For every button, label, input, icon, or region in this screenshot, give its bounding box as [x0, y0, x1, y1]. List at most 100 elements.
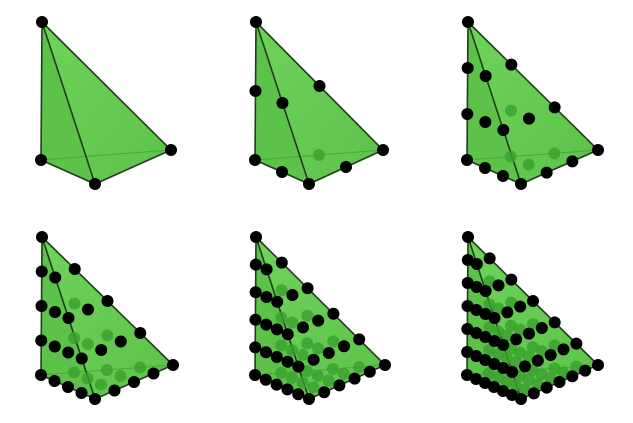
lagrange-node-interior — [548, 339, 561, 352]
tetra-edge — [466, 159, 522, 185]
lagrange-node — [515, 178, 527, 190]
lagrange-node-interior — [275, 311, 288, 324]
lagrange-node — [48, 340, 61, 353]
tetra-edge — [467, 21, 599, 151]
lagrange-node — [250, 16, 262, 28]
lagrange-node — [35, 369, 47, 381]
lagrange-node-interior — [522, 350, 535, 363]
lagrange-node-interior — [522, 373, 535, 386]
lagrange-node — [527, 387, 540, 400]
lagrange-node-interior — [296, 349, 309, 361]
tetra-right-face — [256, 22, 383, 184]
lagrange-node — [35, 334, 48, 347]
lagrange-node — [492, 279, 505, 292]
lagrange-node — [307, 353, 320, 366]
lagrange-node — [535, 322, 548, 334]
lagrange-node — [303, 393, 315, 405]
lagrange-node — [167, 359, 179, 371]
lagrange-node — [488, 381, 500, 393]
lagrange-node — [281, 328, 294, 341]
lagrange-node — [36, 231, 48, 243]
lagrange-node-interior — [557, 366, 570, 379]
lagrange-node — [461, 323, 474, 335]
lagrange-node — [249, 154, 261, 166]
lagrange-node — [249, 286, 262, 299]
tetra-right-face — [42, 237, 173, 399]
lagrange-node-interior — [492, 348, 504, 361]
lagrange-node — [519, 360, 531, 373]
lagrange-node-interior — [285, 371, 298, 384]
lagrange-node — [497, 170, 509, 182]
lagrange-node — [249, 258, 262, 271]
tetra-hidden-edge — [466, 149, 599, 161]
lagrange-node-interior — [513, 346, 526, 359]
lagrange-node — [470, 258, 483, 270]
lagrange-node-interior — [134, 361, 146, 374]
lagrange-node — [497, 385, 509, 397]
tetra-edge — [255, 236, 386, 366]
lagrange-node-interior — [296, 376, 309, 389]
lagrange-node — [570, 337, 583, 350]
lagrange-node-interior — [81, 372, 94, 385]
lagrange-node — [95, 344, 108, 356]
lagrange-node — [531, 354, 544, 367]
lagrange-node — [479, 377, 491, 389]
lagrange-node — [333, 379, 346, 392]
lagrange-node — [557, 343, 570, 356]
lagrange-node-interior — [504, 150, 517, 163]
tetra-right-face — [468, 22, 598, 184]
lagrange-node — [479, 116, 492, 128]
lagrange-node — [260, 318, 273, 331]
lagrange-node-interior — [482, 367, 495, 380]
lagrange-node-interior — [505, 296, 518, 309]
lagrange-node-interior — [327, 335, 340, 348]
lagrange-node-interior — [526, 318, 539, 330]
lagrange-node — [281, 355, 294, 368]
lagrange-node — [462, 231, 474, 243]
lagrange-node — [101, 295, 114, 307]
lagrange-node — [505, 273, 518, 286]
lagrange-node — [470, 327, 483, 339]
lagrange-node — [497, 362, 510, 374]
lagrange-node — [271, 295, 284, 308]
lagrange-node-interior — [491, 371, 504, 384]
lagrange-node-interior — [544, 372, 557, 384]
lagrange-node — [318, 386, 331, 399]
tetra-edge — [40, 21, 43, 161]
lagrange-node — [276, 97, 289, 109]
lagrange-node — [75, 352, 88, 365]
tetrahedron-panel-order-6 — [461, 231, 604, 405]
tetrahedron-panel-order-4 — [35, 231, 179, 405]
lagrange-node-interior — [313, 149, 325, 161]
lagrange-node — [260, 263, 273, 276]
lagrange-node — [461, 108, 474, 120]
lagrange-node — [147, 367, 160, 380]
tetrahedron-panel-order-1 — [35, 16, 177, 190]
lagrange-node — [250, 231, 262, 243]
lagrange-node — [62, 346, 75, 359]
lagrange-node — [35, 154, 47, 166]
lagrange-node — [259, 373, 272, 386]
lagrange-node-interior — [327, 363, 339, 375]
lagrange-node — [488, 312, 501, 324]
lagrange-node — [479, 162, 491, 174]
lagrange-node — [506, 366, 519, 378]
lagrange-node — [48, 375, 61, 387]
lagrange-node — [379, 359, 391, 371]
lagrange-node — [292, 360, 305, 373]
lagrange-node — [483, 252, 496, 265]
lagrange-node — [497, 339, 510, 351]
lagrange-node — [470, 304, 483, 316]
lagrange-node — [353, 333, 366, 346]
tetra-edge — [254, 236, 257, 376]
tetra-edge — [520, 149, 599, 185]
lagrange-node — [488, 335, 501, 347]
lagrange-node — [312, 314, 325, 327]
lagrange-node — [501, 306, 514, 319]
lagrange-node-interior — [501, 352, 513, 365]
lagrange-node-interior — [68, 297, 81, 310]
tetrahedron-panel-order-5 — [249, 231, 391, 405]
lagrange-node-interior — [301, 309, 314, 322]
lagrange-node — [510, 333, 523, 346]
lagrange-node — [514, 300, 527, 313]
